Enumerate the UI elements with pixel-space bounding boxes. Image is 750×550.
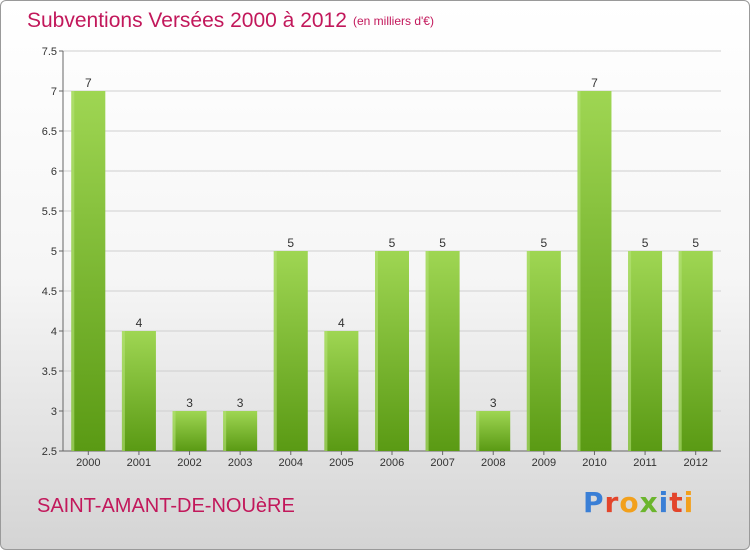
bar xyxy=(223,411,258,451)
x-tick-label: 2011 xyxy=(633,457,657,469)
logo-letter: x xyxy=(639,486,659,519)
logo-letter: r xyxy=(604,486,620,519)
bar-highlight xyxy=(476,411,480,451)
bar-value-label: 3 xyxy=(186,396,193,410)
y-tick-label: 7.5 xyxy=(42,46,57,58)
bar-value-label: 5 xyxy=(287,236,294,250)
y-tick-label: 3 xyxy=(51,406,57,418)
x-tick-label: 2010 xyxy=(582,457,606,469)
bar xyxy=(678,251,713,451)
bar xyxy=(324,331,359,451)
bar-value-label: 4 xyxy=(338,316,345,330)
logo-letter: i xyxy=(658,486,670,519)
bar-highlight xyxy=(223,411,227,451)
y-tick-label: 4 xyxy=(51,326,57,338)
bar-highlight xyxy=(121,331,125,451)
logo-letter: i xyxy=(683,486,695,519)
chart-title: Subventions Versées 2000 à 2012 xyxy=(27,9,347,32)
x-tick-label: 2002 xyxy=(177,457,201,469)
bar-value-label: 3 xyxy=(237,396,244,410)
bar-highlight xyxy=(678,251,682,451)
y-axis-ticks: 2.5 3 3.5 4 4.5 5 5.5 6 6.5 7 7.5 xyxy=(42,46,63,458)
x-tick-label: 2008 xyxy=(481,457,505,469)
bar-value-label: 7 xyxy=(85,76,92,90)
bar xyxy=(273,251,308,451)
bar-highlight xyxy=(628,251,632,451)
x-axis-ticks: 2000 2001 2002 2003 2004 2005 2006 2007 2008 2009… xyxy=(76,451,708,469)
commune-name: SAINT-AMANT-DE-NOUèRE xyxy=(37,495,295,517)
y-tick-label: 4.5 xyxy=(42,286,57,298)
bar-value-label: 3 xyxy=(490,396,497,410)
bar xyxy=(375,251,409,451)
y-tick-label: 5.5 xyxy=(42,206,57,218)
bar xyxy=(172,411,207,451)
value-labels: 7 4 3 3 5 4 5 5 3 5 7 5 5 xyxy=(85,76,699,410)
x-tick-label: 2000 xyxy=(76,457,100,469)
bar-value-label: 5 xyxy=(692,236,699,250)
x-tick-label: 2001 xyxy=(127,457,151,469)
bar-highlight xyxy=(526,251,530,451)
y-tick-label: 6 xyxy=(51,166,57,178)
x-tick-label: 2009 xyxy=(532,457,556,469)
bar-highlight xyxy=(71,91,75,451)
bar-highlight xyxy=(273,251,277,451)
bar-value-label: 5 xyxy=(389,236,396,250)
bar xyxy=(476,411,511,451)
bar xyxy=(577,91,612,451)
logo-letter: P xyxy=(583,486,605,519)
unit-label: (en milliers d'€) xyxy=(353,14,434,28)
logo-letter: t xyxy=(669,486,684,519)
bar-highlight xyxy=(425,251,429,451)
x-tick-label: 2003 xyxy=(228,457,252,469)
bar-value-label: 5 xyxy=(541,236,548,250)
logo-letter: o xyxy=(619,486,640,519)
bar-value-label: 5 xyxy=(439,236,446,250)
bar-value-label: 5 xyxy=(642,236,649,250)
x-tick-label: 2006 xyxy=(380,457,404,469)
y-tick-label: 6.5 xyxy=(42,126,57,138)
y-tick-label: 5 xyxy=(51,246,57,258)
bar-highlight xyxy=(577,91,581,451)
bars xyxy=(71,91,713,451)
bar xyxy=(526,251,561,451)
bar-highlight xyxy=(324,331,328,451)
x-tick-label: 2005 xyxy=(329,457,353,469)
bar xyxy=(121,331,156,451)
y-tick-label: 3.5 xyxy=(42,366,57,378)
x-tick-label: 2007 xyxy=(430,457,454,469)
y-tick-label: 7 xyxy=(51,86,57,98)
bar-value-label: 7 xyxy=(591,76,598,90)
proxiti-logo: Proxiti xyxy=(583,486,694,519)
bar xyxy=(71,91,106,451)
bar-highlight xyxy=(172,411,176,451)
bar-highlight xyxy=(375,251,378,451)
x-tick-label: 2012 xyxy=(683,457,707,469)
bar xyxy=(628,251,663,451)
y-tick-label: 2.5 xyxy=(42,446,57,458)
x-tick-label: 2004 xyxy=(279,457,303,469)
bar-value-label: 4 xyxy=(136,316,143,330)
bar xyxy=(425,251,460,451)
